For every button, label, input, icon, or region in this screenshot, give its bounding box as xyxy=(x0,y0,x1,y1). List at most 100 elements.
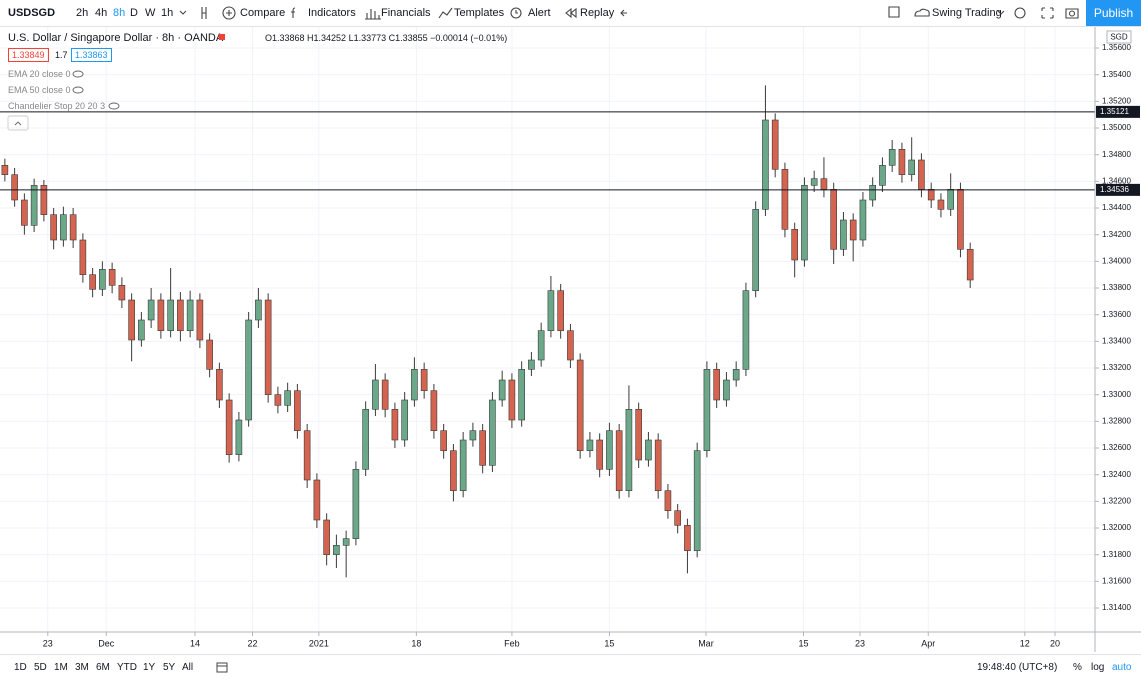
ask-price[interactable]: 1.33863 xyxy=(71,48,112,62)
templates-button[interactable]: Templates xyxy=(454,7,505,19)
y-tick-label: 1.31400 xyxy=(1102,603,1131,612)
candle-body xyxy=(674,510,681,526)
candle-body xyxy=(927,189,935,201)
alert-button[interactable]: Alert xyxy=(528,7,551,19)
candle-body xyxy=(654,439,662,491)
candle-body xyxy=(60,214,67,241)
interval[interactable]: 8h xyxy=(113,7,126,19)
candle-body xyxy=(693,450,701,551)
candle-body xyxy=(362,409,369,470)
toolbar-icons xyxy=(179,6,1079,20)
candle-body xyxy=(635,409,642,461)
interval[interactable]: 2h xyxy=(76,7,89,19)
range-button[interactable]: 5D xyxy=(34,662,47,673)
compare-button[interactable]: Compare xyxy=(240,7,286,19)
range-button[interactable]: YTD xyxy=(117,662,137,673)
candle-body xyxy=(420,369,428,391)
range-button[interactable]: 1Y xyxy=(143,662,156,673)
y-tick-label: 1.31600 xyxy=(1102,576,1131,585)
y-tick-label: 1.34200 xyxy=(1102,230,1131,239)
candle-body xyxy=(138,319,145,341)
range-button[interactable]: 5Y xyxy=(163,662,176,673)
symbol[interactable]: USDSGD xyxy=(8,7,56,19)
indicator-label[interactable]: EMA 50 close 0 xyxy=(8,85,71,95)
candle-body xyxy=(177,299,184,331)
candle-body xyxy=(820,178,828,190)
range-button[interactable]: 6M xyxy=(96,662,110,673)
price-label: 1.35121 xyxy=(1100,107,1129,116)
x-tick-label: Mar xyxy=(698,638,714,648)
range-button[interactable]: All xyxy=(182,662,194,673)
log-toggle[interactable]: log xyxy=(1091,662,1105,673)
candle-body xyxy=(723,379,730,401)
candle-body xyxy=(216,369,223,401)
publish-button[interactable]: Publish xyxy=(1086,0,1141,26)
bid-price[interactable]: 1.33849 xyxy=(8,48,49,62)
spread: 1.7 xyxy=(55,50,68,60)
candle-body xyxy=(196,299,204,341)
candle-body xyxy=(567,330,574,361)
y-tick-label: 1.32800 xyxy=(1102,416,1131,425)
range-button[interactable]: 1D xyxy=(14,662,27,673)
range-button[interactable]: 1M xyxy=(54,662,68,673)
candle-body xyxy=(186,299,194,331)
candle-body xyxy=(352,469,360,539)
candle-body xyxy=(810,178,818,186)
currency-box xyxy=(1106,30,1132,44)
plot-area xyxy=(0,27,1095,632)
candle-body xyxy=(235,419,243,455)
candle-body xyxy=(732,369,740,381)
interval[interactable]: 4h xyxy=(95,7,108,19)
layout-menu[interactable]: Swing Trading xyxy=(932,7,1002,19)
candle-body xyxy=(489,399,496,466)
candle-body xyxy=(869,185,876,201)
candle-body xyxy=(664,490,672,511)
indicator-label[interactable]: EMA 20 close 0 xyxy=(8,69,71,79)
legend-icons xyxy=(7,70,120,131)
interval[interactable]: 1h xyxy=(161,7,174,19)
currency-label: SGD xyxy=(1110,33,1128,42)
bottom-bar: 1D 5D 1M 3M 6M YTD 1Y 5Y All 19:48:40 (U… xyxy=(0,654,1141,679)
y-tick-label: 1.33000 xyxy=(1102,390,1131,399)
symbol-title: U.S. Dollar / Singapore Dollar · 8h · OA… xyxy=(8,32,224,44)
candle-body xyxy=(713,369,720,401)
candle-body xyxy=(323,519,330,555)
candle-body xyxy=(966,249,974,281)
candle-body xyxy=(859,199,867,241)
indicators-button[interactable]: Indicators xyxy=(308,7,356,19)
candle-body xyxy=(147,299,155,321)
candle-body xyxy=(830,189,837,250)
candle-body xyxy=(50,214,57,241)
interval[interactable]: W xyxy=(145,7,156,19)
candle-body xyxy=(606,430,613,470)
candle-body xyxy=(547,290,555,331)
candle-body xyxy=(625,409,633,491)
candle-body xyxy=(333,545,340,555)
y-tick-label: 1.32000 xyxy=(1102,523,1131,532)
candle-body xyxy=(255,299,262,321)
candle-body xyxy=(108,269,116,286)
range-button[interactable]: 3M xyxy=(75,662,89,673)
y-tick-label: 1.33600 xyxy=(1102,310,1131,319)
candle-body xyxy=(918,159,925,190)
candle-body xyxy=(391,409,399,441)
candle-body xyxy=(40,185,48,215)
candle-body xyxy=(537,330,545,361)
candle-body xyxy=(849,219,857,241)
y-tick-label: 1.33200 xyxy=(1102,363,1131,372)
auto-toggle[interactable]: auto xyxy=(1112,662,1132,673)
y-tick-label: 1.32400 xyxy=(1102,470,1131,479)
replay-button[interactable]: Replay xyxy=(580,7,615,19)
candle-body xyxy=(791,229,798,261)
financials-button[interactable]: Financials xyxy=(381,7,431,19)
indicator-label[interactable]: Chandelier Stop 20 20 3 xyxy=(8,101,106,111)
percent-toggle[interactable]: % xyxy=(1073,662,1082,673)
candle-body xyxy=(586,439,594,451)
date-range-icon[interactable] xyxy=(215,660,229,674)
y-tick-label: 1.34800 xyxy=(1102,150,1131,159)
interval[interactable]: D xyxy=(130,7,138,19)
candle-body xyxy=(313,479,321,521)
x-tick-label: 2021 xyxy=(309,638,329,648)
price-label-box xyxy=(1096,183,1140,196)
